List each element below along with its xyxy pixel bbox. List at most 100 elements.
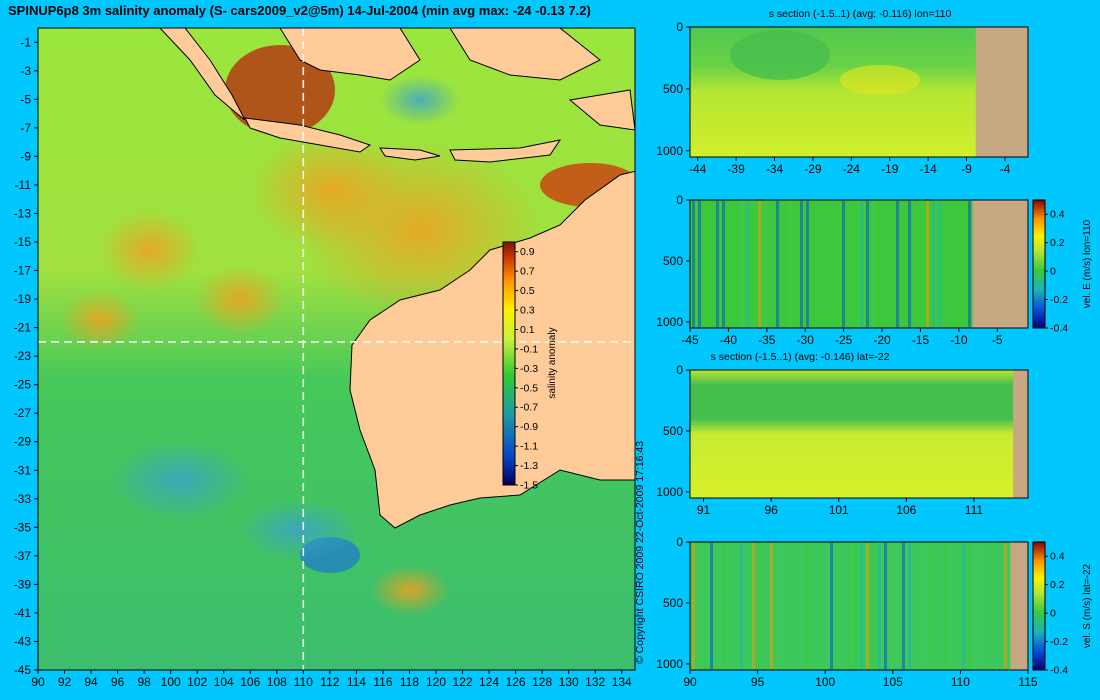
section-x-tick-label: -9 [961,162,972,176]
velocity-stripe [932,200,935,328]
island-landmass [568,89,635,131]
section3-field [690,370,1028,498]
australia-landmass [349,170,635,529]
map-y-tick-label: -23 [14,349,32,363]
velocity-stripe [842,200,845,328]
colorbar-tick-label: -1.1 [520,441,538,453]
colorbar-tick-label: -0.1 [520,343,538,355]
section4-frame [689,541,1029,671]
velocity-stripe [704,542,707,670]
velocity-stripe [764,200,767,328]
velocity-stripe [716,200,719,328]
velocity-stripe [962,542,965,670]
velocity-colorbar-e [1032,199,1046,329]
section-y-tick-label: 1000 [656,485,683,499]
velocity-stripe [866,200,869,328]
colorbar-tick-label: 0.2 [1050,237,1065,249]
section-y-tick-label: 1000 [656,144,683,158]
velocity-stripe [722,200,725,328]
colorbar-tick-label: 0.5 [520,285,535,297]
map-x-tick-label: 120 [426,675,446,689]
section-y-tick-label: 0 [676,20,683,34]
section-x-tick-label: 110 [951,675,970,689]
velocity-stripe [692,542,695,670]
velocity-stripe [734,200,737,328]
velocity-stripe [776,542,779,670]
velocity-stripe [890,200,893,328]
map-y-tick-label: -41 [14,606,32,620]
map-x-tick-label: 100 [161,675,181,689]
map-y-axis: -1 -3 -5 -7 -9 -11 -13 -15 -17 -19 -21 -23 -25 -27 -29… [14,35,38,677]
map-x-tick-label: 112 [320,675,339,689]
salinity-colorbar-ticks: 0.9 0.7 0.5 0.3 0.1 -0.1 -0.3 -0.5 -0.7 -0.9 -1.1 -… [515,246,538,492]
map-x-tick-label: 90 [31,675,45,689]
colorbar-tick-label: -1.3 [520,460,538,472]
high-salinity-region [225,45,335,135]
velocity-stripe [692,200,695,328]
velocity-stripe [830,200,833,328]
map-x-tick-label: 108 [267,675,287,689]
velocity-stripe [974,542,977,670]
map-y-tick-label: -43 [14,634,32,648]
section-y-tick-label: 1000 [656,315,683,329]
section-y-tick-label: 0 [676,193,683,207]
velocity-stripe [962,200,965,328]
section-y-tick-label: 500 [663,596,683,610]
map-y-tick-label: -37 [14,549,32,563]
low-salinity-region [110,440,250,520]
section-x-tick-label: -29 [804,162,822,176]
map-y-tick-label: -27 [14,406,32,420]
colorbar-label: salinity anomaly [547,327,558,398]
map-x-tick-label: 130 [559,675,579,689]
colorbar-tick-label: 0.4 [1050,209,1065,221]
map-y-tick-label: -5 [20,92,31,106]
velocity-stripe [776,200,779,328]
section-y-tick-label: 0 [676,535,683,549]
velocity-stripe [770,542,773,670]
colorbar-tick-label: -0.2 [1050,636,1068,648]
colorbar-tick-label: -0.9 [520,421,538,433]
map-x-tick-label: 118 [400,675,419,689]
map-x-tick-label: 96 [111,675,125,689]
map-x-tick-label: 104 [214,675,234,689]
velocity-stripe [1004,542,1007,670]
section-x-tick-label: 115 [1018,675,1037,689]
section1-title: s section (-1.5..1) (avg: -0.116) lon=11… [769,8,952,20]
high-anomaly-patch [840,65,920,95]
section-x-tick-label: 91 [697,503,711,517]
map-x-tick-label: 114 [347,675,366,689]
velocity-stripe [908,200,911,328]
map-x-tick-label: 126 [506,675,526,689]
section-y-tick-label: 500 [663,424,683,438]
velocity-stripe [908,542,911,670]
copyright-text: © Copyright CSIRO 2009 22-Oct-2009 17:16… [634,441,646,664]
map-x-tick-label: 128 [532,675,552,689]
velocity-stripe [854,542,857,670]
section2-land [972,200,1028,328]
velocity-stripe [710,542,713,670]
section-x-tick-label: 95 [751,675,765,689]
java-landmass [244,117,372,153]
section-x-tick-label: -4 [1000,162,1011,176]
colorbar-tick-label: -0.4 [1050,323,1068,335]
colorbar-tick-label: 0.1 [520,324,535,336]
island-landmass [449,139,562,163]
section-x-tick-label: -39 [727,162,745,176]
section-x-tick-label: 96 [764,503,778,517]
velocity-stripe [806,542,809,670]
section-y-tick-label: 500 [663,82,683,96]
velocity-colorbar-e-ticks: 0.4 0.2 0 -0.2 -0.4 [1045,209,1068,335]
velocity-stripe [926,200,929,328]
map-y-tick-label: -39 [14,577,32,591]
section-x-tick-label: -24 [843,162,861,176]
warm-eddy [100,210,200,290]
map-y-tick-label: -9 [20,149,31,163]
velocity-stripe [848,542,851,670]
velocity-stripe [824,200,827,328]
section-x-tick-label: -15 [912,333,930,347]
velocity-stripe [722,542,725,670]
map-y-tick-label: -11 [15,178,32,192]
velocity-colorbar-s [1032,541,1046,671]
section2-y-axis: 0 500 1000 [656,193,690,329]
